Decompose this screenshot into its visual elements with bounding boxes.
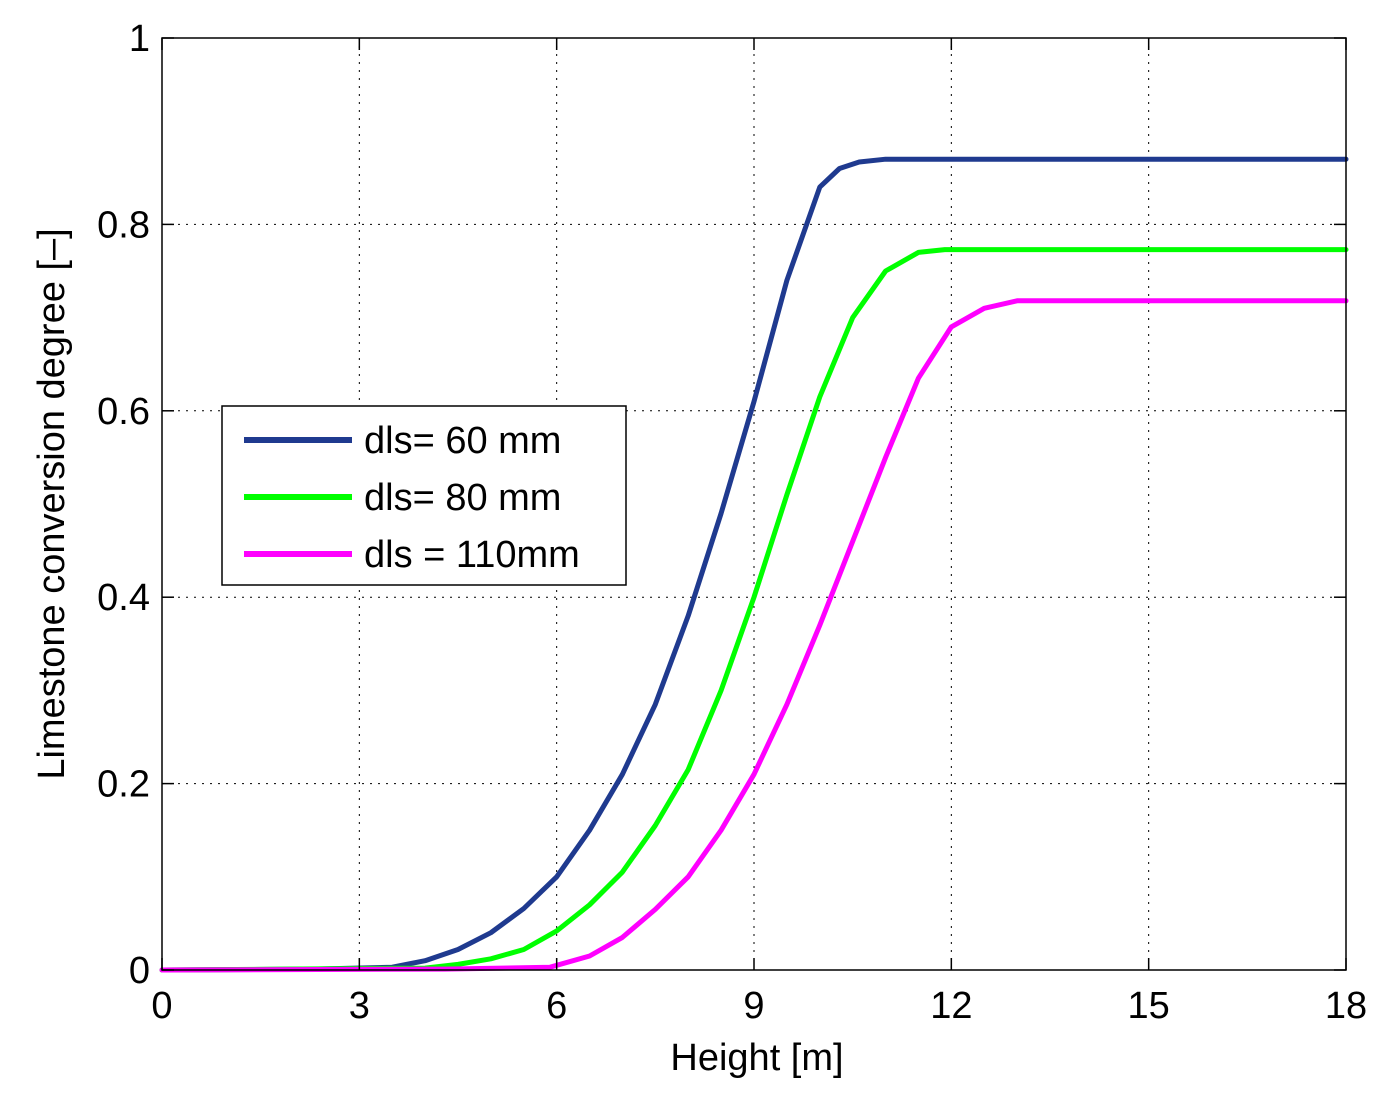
x-axis-label: Height [m]: [670, 1037, 843, 1079]
x-tick-label: 3: [349, 985, 370, 1027]
y-tick-label: 0: [129, 950, 150, 992]
legend-label-3: dls = 110mm: [364, 534, 580, 576]
series-line-2: [159, 247, 1349, 973]
x-tick-label: 0: [151, 985, 172, 1027]
y-tick-label: 0.4: [97, 577, 150, 619]
legend: dls= 60 mm dls= 80 mm dls = 110mm: [221, 405, 627, 586]
x-tick-label: 18: [1325, 985, 1367, 1027]
series-line-1: [159, 156, 1349, 973]
legend-label-1: dls= 60 mm: [364, 420, 561, 462]
series-line-3: [159, 298, 1349, 973]
ticks: [161, 37, 1347, 971]
y-tick-label: 0.8: [97, 204, 150, 246]
tick-labels: 0 3 6 9 12 15 18 0 0.2 0.4 0.6 0.8 1: [97, 18, 1367, 1027]
y-axis-label: Limestone conversion degree [–]: [31, 228, 73, 779]
x-tick-label: 6: [546, 985, 567, 1027]
series-layer: [159, 156, 1349, 973]
y-tick-label: 0.6: [97, 391, 150, 433]
y-tick-label: 0.2: [97, 764, 150, 806]
x-tick-label: 15: [1128, 985, 1170, 1027]
x-tick-label: 9: [743, 985, 764, 1027]
y-tick-label: 1: [129, 18, 150, 60]
x-tick-label: 12: [930, 985, 972, 1027]
legend-label-2: dls= 80 mm: [364, 477, 561, 519]
